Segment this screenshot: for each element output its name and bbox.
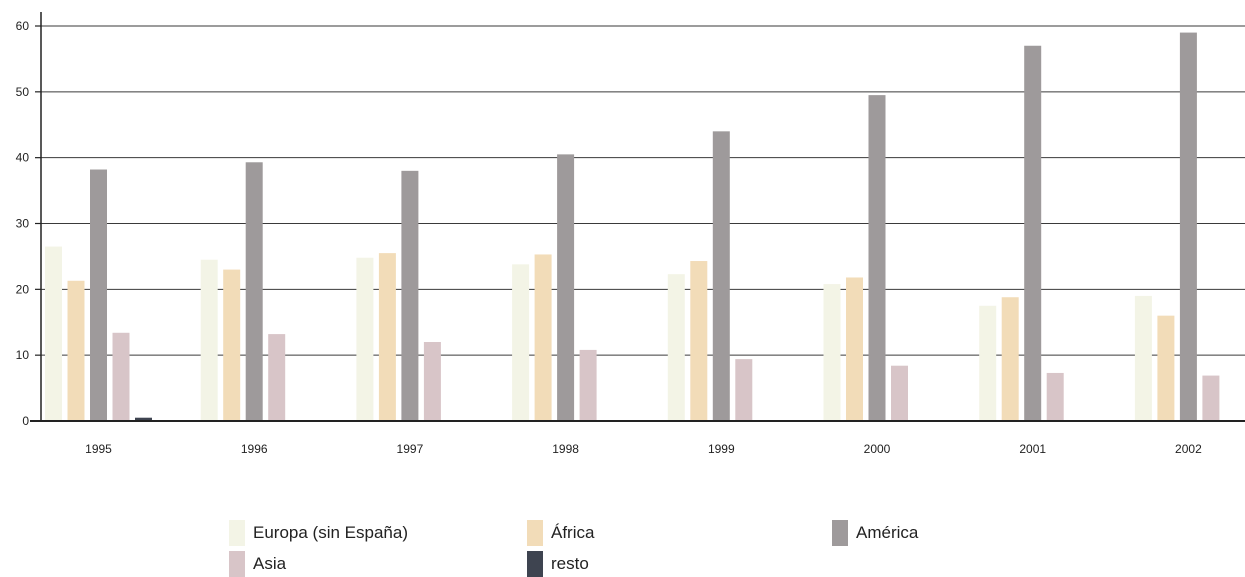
axes [30, 12, 1245, 422]
bar-1999-europa [667, 274, 685, 421]
gridlines [41, 25, 1245, 356]
bar-1999-áfrica [690, 261, 708, 421]
bar-2000-europa [823, 284, 841, 421]
bar-2000-asia [891, 365, 908, 421]
bar-1997-asia [423, 342, 441, 421]
bar-1997-europa [356, 257, 374, 421]
bar-2002-áfrica [1157, 315, 1175, 421]
bar-1996-américa [245, 162, 263, 421]
x-tick-labels: 1995 1996 1997 1998 1999 2000 2001 2002 [85, 442, 1202, 456]
bar-2002-américa [1179, 32, 1197, 421]
bar-2002-asia [1202, 375, 1220, 421]
bar-1995-europa [45, 246, 62, 421]
bar-2000-áfrica [846, 277, 863, 421]
bar-2001-áfrica [1001, 297, 1019, 421]
bar-1996-áfrica [223, 269, 241, 421]
bar-1998-europa [512, 264, 530, 421]
bars [45, 32, 1242, 422]
bar-2000-américa [868, 95, 886, 421]
bar-1999-américa [712, 131, 730, 422]
bar-1998-asia [579, 349, 597, 421]
x-tick-label: 1999 [708, 442, 735, 456]
y-tick-label: 0 [22, 414, 29, 428]
bar-1997-américa [401, 170, 419, 421]
y-tick-labels: 0 10 20 30 40 50 60 [16, 19, 30, 428]
y-tick-label: 40 [16, 151, 30, 165]
bar-1998-áfrica [534, 254, 552, 421]
y-tick-label: 60 [16, 19, 30, 33]
bar-2001-asia [1046, 372, 1064, 421]
bar-2001-américa [1024, 45, 1042, 421]
x-tick-label: 1995 [85, 442, 112, 456]
bar-1995-resto [135, 417, 152, 421]
y-tick-label: 20 [16, 282, 30, 296]
bar-1995-áfrica [67, 280, 85, 421]
y-tick-label: 30 [16, 217, 30, 231]
bar-1998-américa [557, 154, 575, 421]
bar-2001-europa [979, 305, 997, 421]
bar-1996-asia [268, 334, 286, 421]
x-tick-label: 2001 [1019, 442, 1046, 456]
x-tick-label: 1996 [241, 442, 268, 456]
y-tick-label: 10 [16, 348, 30, 362]
bar-2002-europa [1134, 295, 1152, 421]
y-tick-label: 50 [16, 85, 30, 99]
x-tick-label: 1997 [397, 442, 424, 456]
x-tick-label: 1998 [552, 442, 579, 456]
bar-1995-asia [112, 332, 130, 421]
bar-1995-américa [90, 169, 107, 421]
bar-1997-áfrica [378, 253, 396, 421]
bar-1999-asia [735, 359, 753, 421]
x-tick-label: 2002 [1175, 442, 1202, 456]
x-tick-label: 2000 [864, 442, 891, 456]
bar-1996-europa [200, 259, 218, 421]
